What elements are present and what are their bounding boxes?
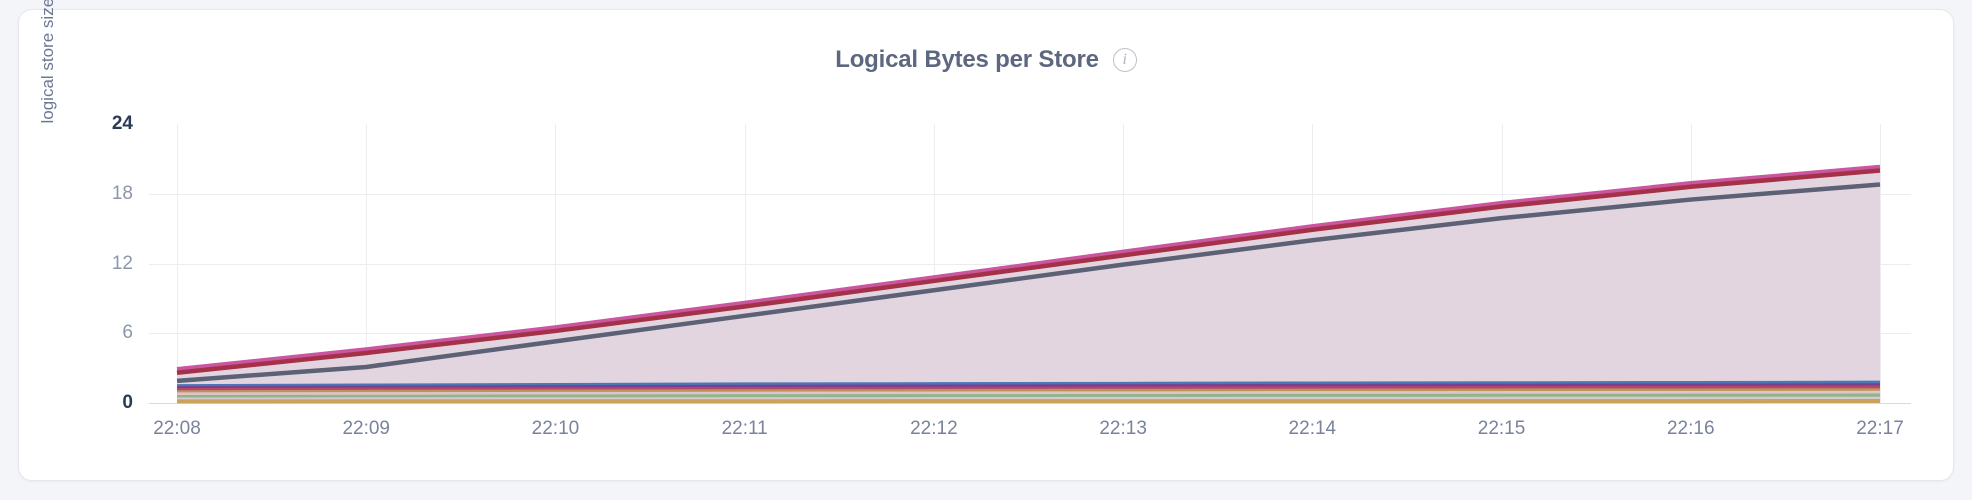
- series-line: [176, 388, 1881, 395]
- series-line: [176, 393, 1881, 399]
- y-axis-ticks: 0 6 12 18 24: [0, 0, 133, 500]
- info-icon[interactable]: i: [1112, 48, 1137, 72]
- y-axis-tick-label: 12: [111, 252, 133, 274]
- series-area: [177, 184, 1880, 387]
- series-area: [177, 387, 1880, 393]
- x-axis-tick-label: 22:10: [531, 418, 580, 439]
- chart-header: Logical Bytes per Store i: [19, 46, 1953, 74]
- series-line: [176, 385, 1881, 392]
- gridline-vertical: [1312, 124, 1313, 403]
- gridline-vertical: [745, 124, 746, 403]
- series-area: [177, 390, 1880, 395]
- series-area: [177, 170, 1880, 381]
- series-line: [176, 383, 1881, 391]
- x-axis-tick-label: 22:12: [910, 418, 958, 439]
- page-title: Logical Bytes per Store: [835, 46, 1099, 73]
- series-line: [176, 182, 1881, 384]
- series-area: [177, 398, 1880, 402]
- x-axis-tick-label: 22:09: [342, 418, 390, 439]
- gridline-vertical: [1123, 124, 1124, 403]
- gridline-horizontal: [149, 333, 1911, 334]
- x-axis-tick-label: 22:08: [153, 418, 201, 439]
- series-area: [177, 385, 1880, 390]
- gridline-vertical: [1880, 124, 1881, 403]
- series-area: [177, 392, 1880, 397]
- series-line: [176, 168, 1881, 376]
- gridline-horizontal: [149, 194, 1911, 195]
- x-axis-tick-label: 22:14: [1288, 418, 1337, 439]
- series-area: [177, 167, 1880, 373]
- x-axis-tick-label: 22:13: [1099, 418, 1147, 439]
- x-axis-tick-label: 22:15: [1477, 418, 1526, 439]
- gridline-vertical: [177, 124, 178, 403]
- series-area: [177, 395, 1880, 400]
- x-axis-line: [149, 403, 1911, 404]
- series-line: [176, 164, 1881, 372]
- gridline-vertical: [1691, 124, 1692, 403]
- x-axis-tick-label: 22:11: [721, 418, 768, 439]
- gridline-vertical: [1502, 124, 1503, 403]
- y-axis-tick-label: 0: [122, 392, 133, 413]
- series-line: [176, 396, 1881, 402]
- gridline-vertical: [555, 124, 556, 403]
- gridline-vertical: [366, 124, 367, 403]
- series-line: [176, 390, 1881, 397]
- x-axis-tick-label: 22:16: [1666, 418, 1715, 439]
- x-axis-tick-label: 22:17: [1856, 418, 1904, 439]
- y-axis-tick-label: 24: [111, 113, 133, 134]
- series-line: [176, 380, 1881, 389]
- gridline-vertical: [934, 124, 935, 403]
- series-area: [177, 382, 1880, 389]
- gridline-horizontal: [149, 264, 1911, 265]
- y-axis-tick-label: 6: [122, 322, 133, 344]
- y-axis-tick-label: 18: [111, 182, 133, 204]
